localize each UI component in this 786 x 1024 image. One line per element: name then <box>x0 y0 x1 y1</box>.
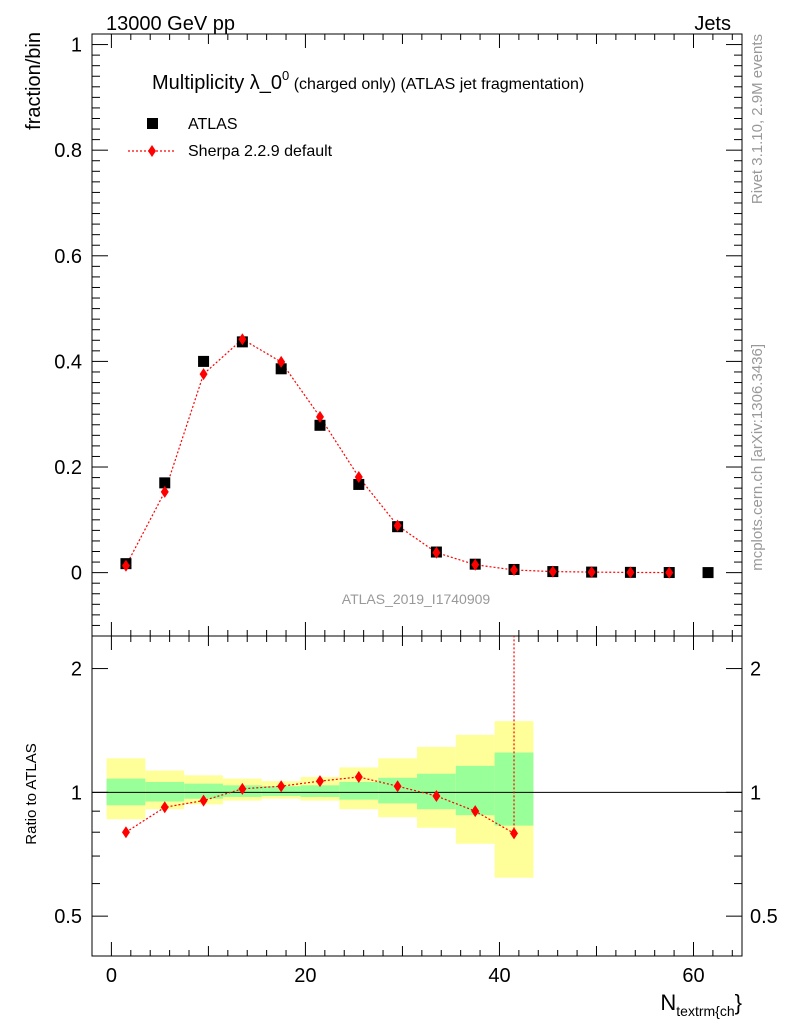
chart-title-rest: (charged only) (ATLAS jet fragmentation) <box>289 76 584 93</box>
atlas-data-point <box>275 363 287 375</box>
sherpa-data-point <box>665 566 674 579</box>
legend-atlas-marker <box>147 118 158 129</box>
ratio-plot-area: 0 20 40 60 0.5 0.5 1 1 2 2 <box>54 635 778 987</box>
x-tick-label: 40 <box>488 965 510 987</box>
x-axis-label: Ntextrm{ch} <box>660 990 742 1019</box>
ratio-band-inner <box>184 783 223 799</box>
legend-atlas-label: ATLAS <box>188 116 238 133</box>
ratio-y-tick-label: 0.5 <box>54 906 82 928</box>
main-y-tick-label: 0 <box>71 563 82 585</box>
ratio-y-tick-label: 1 <box>71 782 82 804</box>
x-axis-label-tail: } <box>735 990 742 1015</box>
atlas-data-point <box>353 478 365 490</box>
main-y-tick-label: 0.6 <box>54 246 82 268</box>
sherpa-data-point <box>471 558 480 571</box>
main-y-tick-label: 1 <box>71 35 82 57</box>
sherpa-ratio-point <box>393 780 402 793</box>
sherpa-data-point <box>315 410 324 423</box>
sherpa-data-point <box>432 546 441 559</box>
analysis-watermark: ATLAS_2019_I1740909 <box>342 591 491 607</box>
main-y-axis-label: fraction/bin <box>23 32 45 130</box>
x-axis-label-main: N <box>660 990 676 1015</box>
sherpa-ratio-point <box>471 805 480 818</box>
ratio-y-axis-label: Ratio to ATLAS <box>23 743 40 844</box>
sherpa-data-point <box>393 519 402 532</box>
sherpa-ratio-point <box>510 827 519 840</box>
sherpa-data-point <box>626 566 635 579</box>
sherpa-ratio-point <box>315 775 324 788</box>
chart-title-superscript: 0 <box>282 68 289 83</box>
legend: ATLAS Sherpa 2.2.9 default <box>128 116 333 160</box>
chart-title-main: Multiplicity λ_0 <box>152 72 282 94</box>
main-y-tick-label: 0.8 <box>54 140 82 162</box>
sherpa-data-point <box>510 563 519 576</box>
legend-sherpa-marker <box>148 145 156 157</box>
legend-sherpa-label: Sherpa 2.2.9 default <box>188 143 333 160</box>
x-axis-label-subscript: textrm{ch <box>676 1003 734 1019</box>
sherpa-data-point <box>277 355 286 368</box>
atlas-data-point <box>314 419 326 431</box>
sherpa-data-point <box>354 471 363 484</box>
sherpa-ratio-point <box>121 826 130 839</box>
main-y-tick-label: 0.2 <box>54 457 82 479</box>
sherpa-ratio-point <box>160 801 169 814</box>
atlas-data-point <box>159 477 171 489</box>
atlas-data-point <box>702 567 714 579</box>
sherpa-ratio-point <box>432 789 441 802</box>
sherpa-data-point <box>121 559 130 572</box>
ratio-band-inner <box>339 781 379 800</box>
main-plot-area: 0 0.2 0.4 0.6 0.8 1 <box>54 33 743 637</box>
sherpa-data-point <box>548 565 557 578</box>
x-tick-label: 20 <box>294 965 316 987</box>
atlas-data-point <box>198 355 210 367</box>
ratio-band-inner <box>300 785 340 797</box>
rivet-version-label: Rivet 3.1.10, 2.9M events <box>749 34 766 204</box>
x-tick-label: 0 <box>106 965 117 987</box>
energy-label: 13000 GeV pp <box>106 13 235 35</box>
sherpa-data-point <box>238 333 247 346</box>
main-y-tick-label: 0.4 <box>54 351 82 373</box>
sherpa-data-point <box>199 368 208 381</box>
mcplots-label: mcplots.cern.ch [arXiv:1306.3436] <box>749 344 766 571</box>
ratio-y-tick-label-right: 2 <box>750 659 761 681</box>
x-tick-label: 60 <box>682 965 704 987</box>
ratio-plot-frame <box>91 635 743 957</box>
process-label: Jets <box>694 13 731 35</box>
sherpa-ratio-point <box>238 782 247 795</box>
ratio-band-inner <box>145 781 185 802</box>
sherpa-ratio-point <box>277 780 286 793</box>
ratio-y-tick-label: 2 <box>71 659 82 681</box>
sherpa-ratio-point <box>354 770 363 783</box>
sherpa-data-point <box>160 485 169 498</box>
ratio-y-tick-label-right: 0.5 <box>750 906 778 928</box>
ratio-y-tick-label-right: 1 <box>750 782 761 804</box>
sherpa-ratio-point <box>199 794 208 807</box>
chart-title: Multiplicity λ_00 (charged only) (ATLAS … <box>152 68 584 94</box>
sherpa-data-point <box>587 566 596 579</box>
